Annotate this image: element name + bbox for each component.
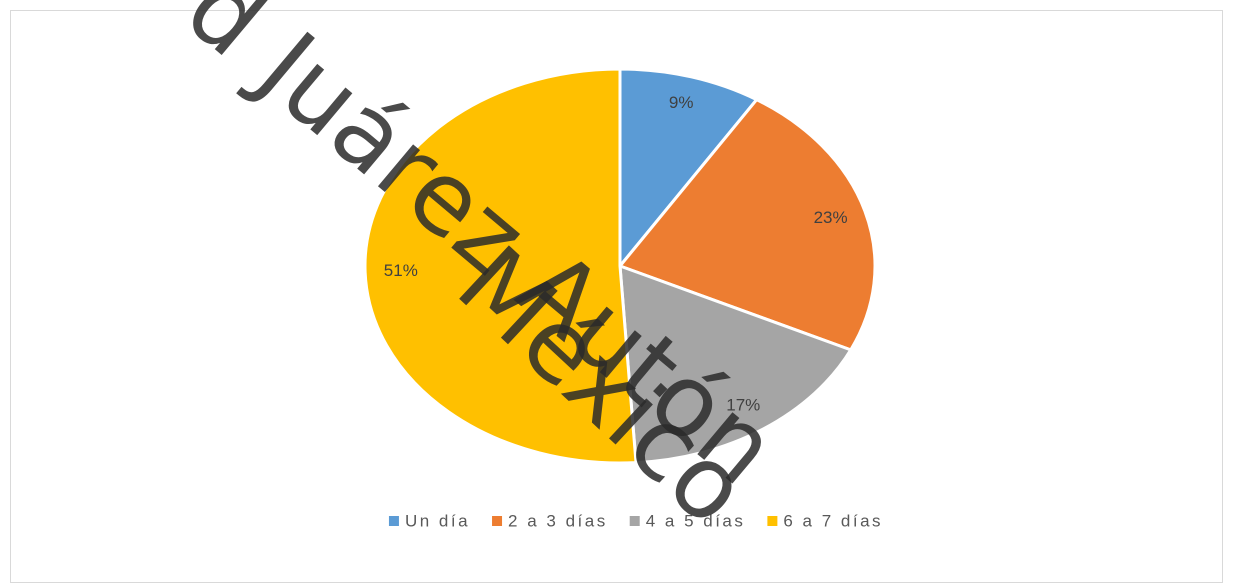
legend-label: 4 a 5 días: [646, 511, 746, 530]
legend-item: Un día: [388, 511, 470, 530]
legend-label: 2 a 3 días: [508, 511, 608, 530]
pie: 9% 23% 17% 51%: [363, 67, 877, 465]
pie-slice: [363, 67, 638, 465]
data-label: 9%: [669, 93, 694, 112]
legend-label: Un día: [405, 511, 470, 530]
legend-swatch: [492, 516, 503, 526]
legend: Un día 2 a 3 días 4 a 5 días 6 a 7 días: [388, 511, 883, 530]
pie-slice: [618, 67, 759, 271]
pie-slice: [617, 97, 877, 352]
legend-swatch: [767, 516, 778, 526]
data-label: 51%: [384, 261, 418, 280]
legend-swatch: [388, 516, 399, 526]
legend-label: 6 a 7 días: [783, 511, 883, 530]
legend-item: 6 a 7 días: [767, 511, 883, 530]
data-label: 17%: [726, 396, 760, 415]
data-label: 23%: [814, 208, 848, 227]
legend-item: 4 a 5 días: [629, 511, 746, 530]
legend-swatch: [629, 516, 640, 526]
legend-item: 2 a 3 días: [492, 511, 608, 530]
pie-slice: [618, 263, 853, 465]
